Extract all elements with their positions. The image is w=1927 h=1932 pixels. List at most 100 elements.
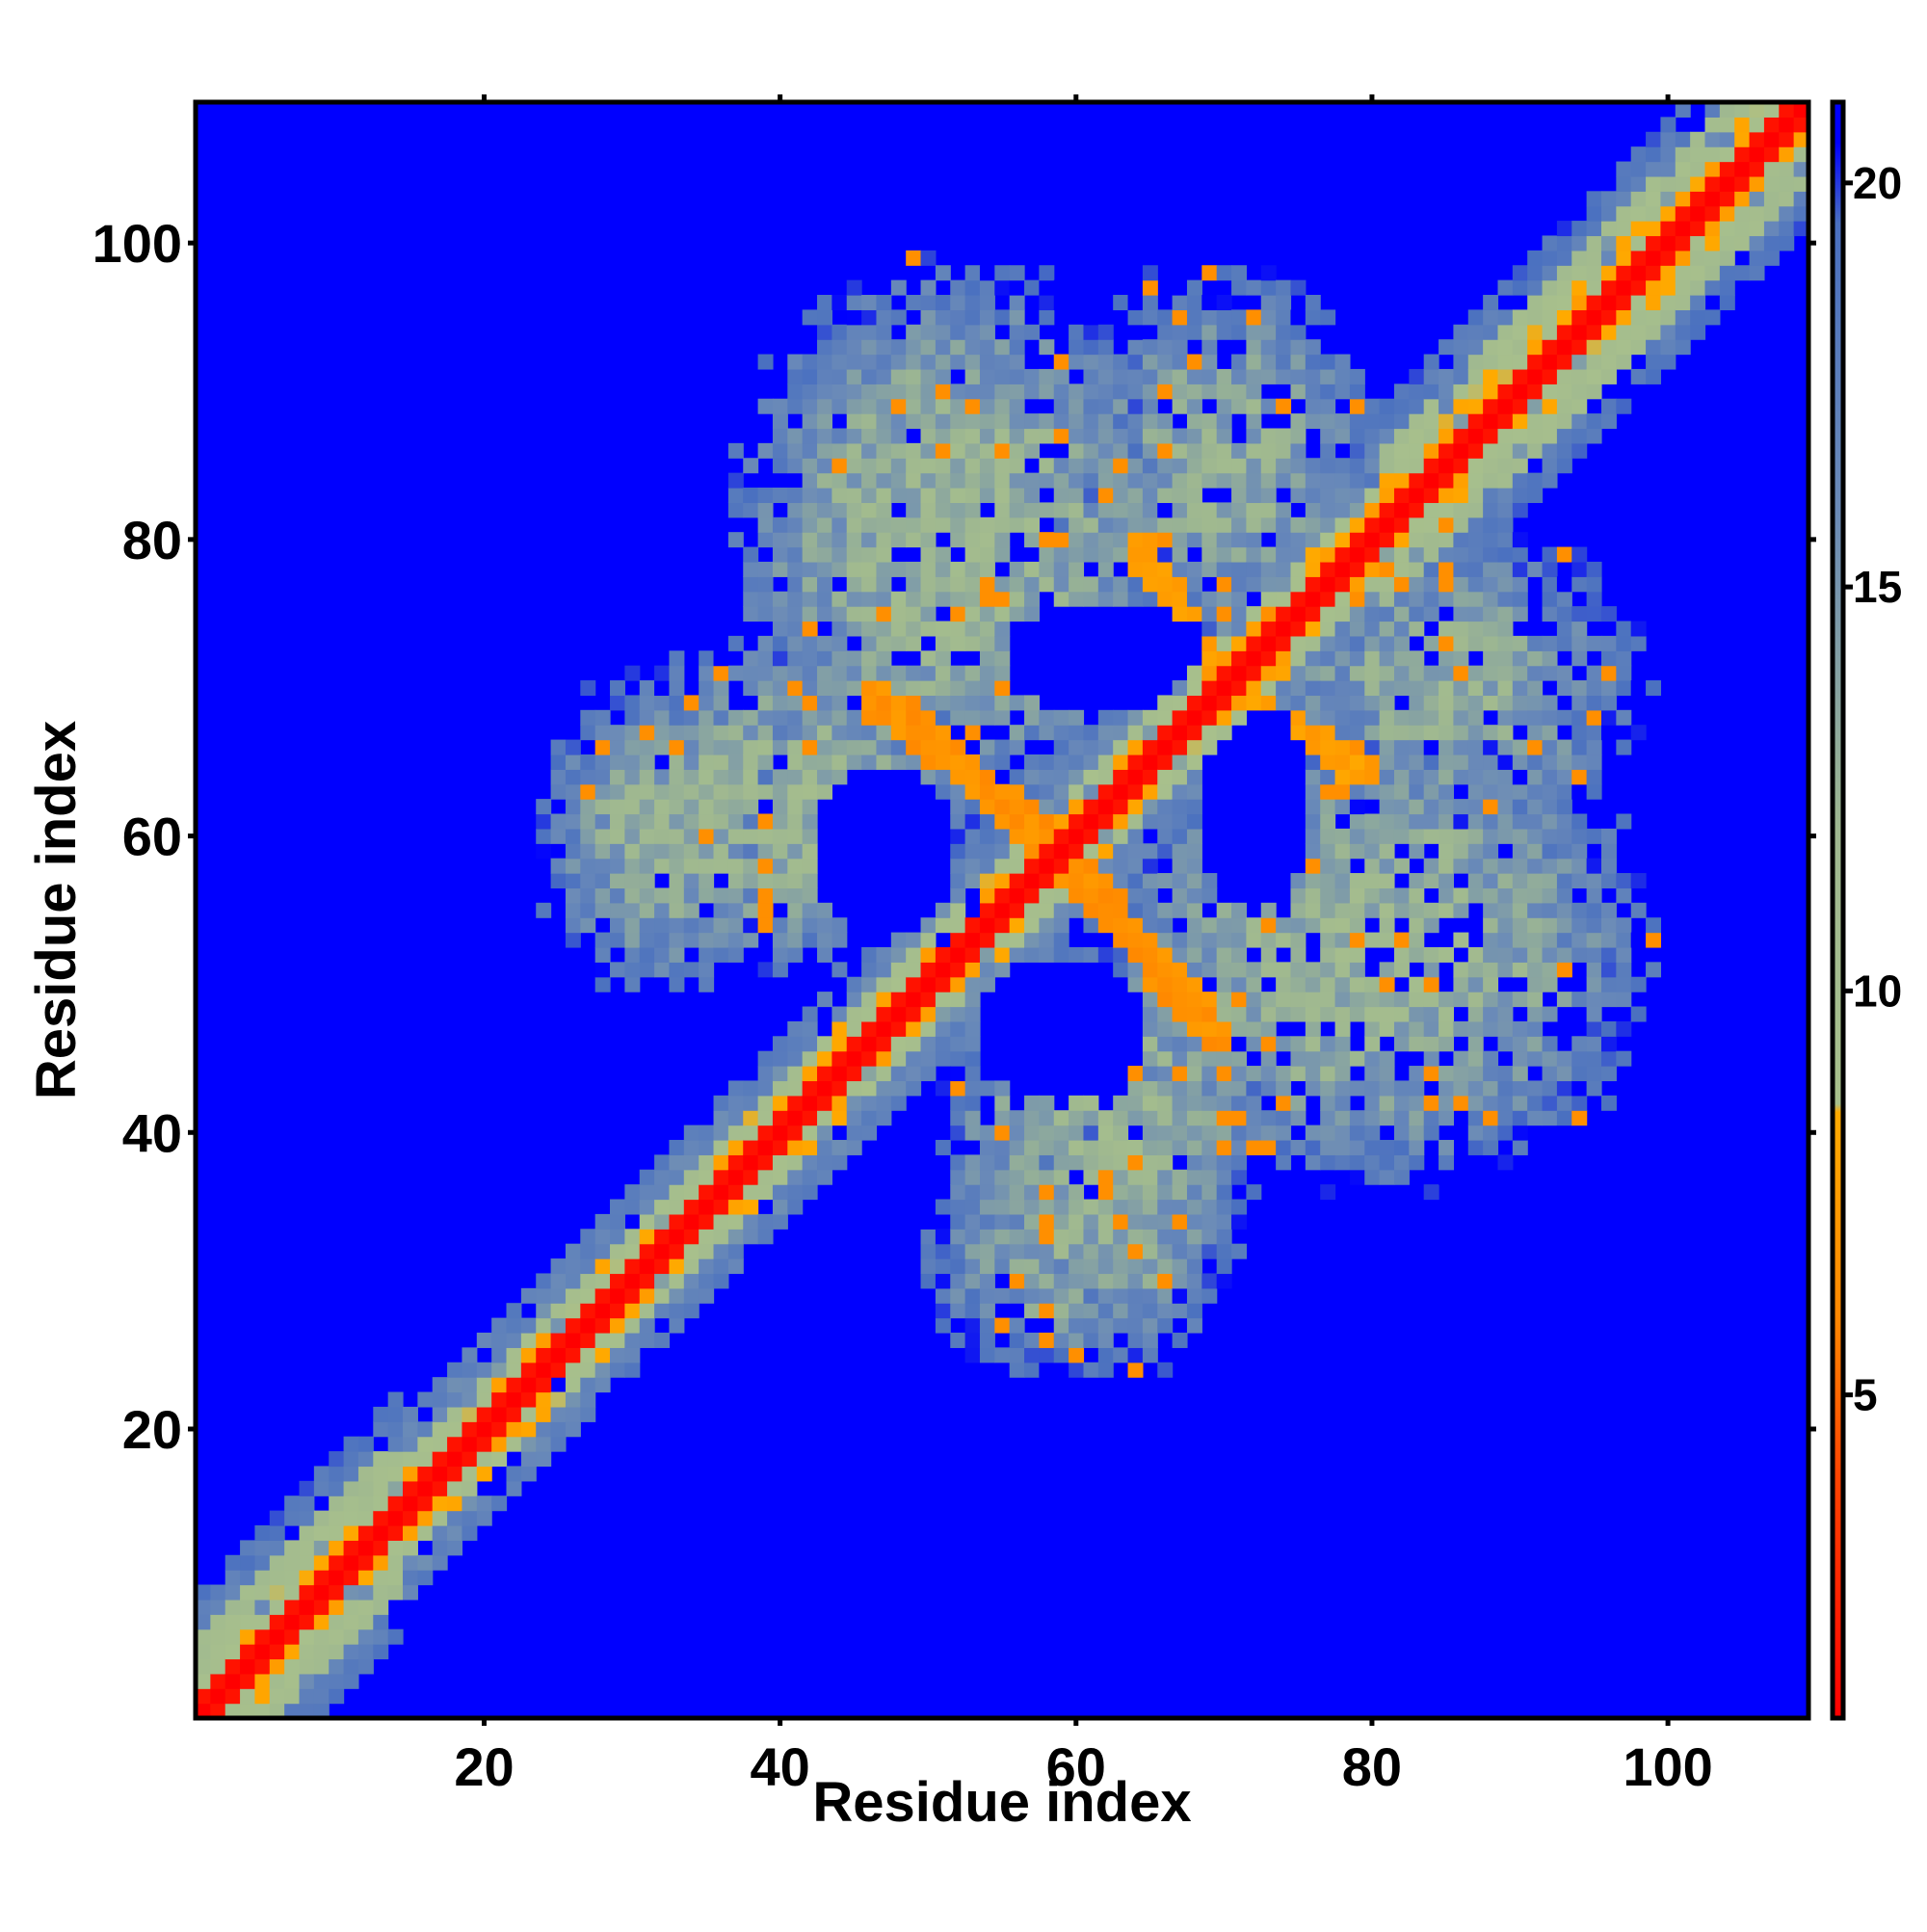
heatmap-cell: [1497, 680, 1514, 697]
heatmap-cell: [1053, 1110, 1069, 1126]
heatmap-cell: [1186, 902, 1202, 918]
heatmap-cell: [964, 1273, 981, 1289]
heatmap-cell: [817, 1169, 832, 1185]
heatmap-cell: [920, 354, 937, 370]
heatmap-cell: [699, 754, 715, 770]
heatmap-cell: [1334, 843, 1351, 860]
heatmap-cell: [1290, 680, 1307, 697]
heatmap-cell: [876, 635, 892, 651]
heatmap-cell: [713, 725, 729, 741]
heatmap-cell: [550, 1317, 567, 1334]
heatmap-cell: [224, 1570, 241, 1586]
heatmap-cell: [1379, 828, 1395, 844]
heatmap-cell: [1039, 309, 1055, 326]
heatmap-cell: [1024, 695, 1040, 711]
heatmap-cell: [994, 442, 1011, 459]
heatmap-cell: [1334, 709, 1351, 726]
heatmap-cell: [669, 976, 685, 992]
heatmap-cell: [1734, 131, 1751, 147]
heatmap-cell: [1467, 695, 1484, 711]
heatmap-cell: [1260, 339, 1277, 356]
heatmap-cell: [802, 739, 818, 755]
heatmap-cell: [520, 1421, 537, 1438]
heatmap-cell: [772, 1110, 788, 1126]
heatmap-cell: [950, 1050, 966, 1067]
heatmap-cell: [979, 946, 995, 963]
heatmap-cell: [520, 1362, 537, 1378]
heatmap-cell: [1142, 532, 1158, 548]
heatmap-cell: [1127, 339, 1144, 356]
heatmap-cell: [802, 873, 818, 889]
heatmap-cell: [787, 368, 804, 384]
heatmap-cell: [994, 1243, 1011, 1259]
heatmap-cell: [462, 1377, 478, 1393]
heatmap-cell: [594, 725, 611, 741]
heatmap-cell: [1083, 725, 1099, 741]
heatmap-cell: [935, 413, 951, 430]
heatmap-cell: [1290, 1095, 1307, 1111]
heatmap-cell: [964, 783, 981, 800]
heatmap-cell: [1172, 398, 1188, 414]
heatmap-cell: [1512, 442, 1528, 459]
heatmap-cell: [624, 1303, 641, 1319]
heatmap-cell: [817, 754, 832, 770]
heatmap-cell: [1527, 976, 1544, 992]
heatmap-cell: [1320, 546, 1336, 563]
heatmap-cell: [1690, 235, 1706, 251]
heatmap-cell: [979, 413, 995, 430]
heatmap-cell: [1127, 976, 1144, 992]
heatmap-cell: [639, 1303, 655, 1319]
heatmap-cell: [1497, 339, 1514, 356]
heatmap-cell: [1571, 932, 1588, 948]
heatmap-cell: [1142, 1050, 1158, 1067]
heatmap-cell: [403, 1451, 418, 1468]
heatmap-cell: [1009, 1125, 1025, 1141]
heatmap-cell: [1127, 1110, 1144, 1126]
heatmap-cell: [1409, 1006, 1425, 1022]
heatmap-cell: [994, 680, 1011, 697]
heatmap-cell: [1142, 887, 1158, 904]
heatmap-cell: [1260, 992, 1277, 1008]
heatmap-cell: [1024, 783, 1040, 800]
heatmap-cell: [1616, 1050, 1632, 1067]
heatmap-cell: [1186, 695, 1202, 711]
heatmap-cell: [1483, 873, 1499, 889]
heatmap-cell: [1483, 932, 1499, 948]
heatmap-cell: [669, 858, 685, 874]
heatmap-cell: [1276, 992, 1292, 1008]
heatmap-cell: [1423, 1036, 1439, 1052]
heatmap-cell: [654, 783, 671, 800]
heatmap-cell: [1527, 665, 1544, 681]
heatmap-cell: [1246, 962, 1262, 978]
heatmap-cell: [1542, 354, 1558, 370]
heatmap-cell: [210, 1703, 226, 1719]
heatmap-cell: [1246, 354, 1262, 370]
heatmap-cell: [1334, 873, 1351, 889]
heatmap-cell: [1453, 813, 1469, 830]
heatmap-cell: [1305, 1020, 1321, 1037]
heatmap-cell: [1157, 754, 1174, 770]
heatmap-cell: [757, 561, 774, 577]
heatmap-cell: [1260, 295, 1277, 310]
heatmap-cell: [269, 1584, 285, 1601]
heatmap-cell: [1157, 1006, 1174, 1022]
heatmap-cell: [876, 576, 892, 593]
heatmap-cell: [329, 1524, 345, 1541]
heatmap-cell: [299, 1628, 315, 1645]
heatmap-cell: [224, 1614, 241, 1630]
heatmap-cell: [1334, 665, 1351, 681]
heatmap-cell: [1290, 488, 1307, 504]
heatmap-cell: [1349, 398, 1365, 414]
heatmap-cell: [950, 502, 966, 518]
heatmap-cell: [1083, 1243, 1099, 1259]
heatmap-cell: [210, 1644, 226, 1660]
heatmap-cell: [920, 709, 937, 726]
heatmap-cell: [1276, 309, 1292, 326]
heatmap-cell: [935, 339, 951, 356]
heatmap-cell: [890, 488, 907, 504]
heatmap-cell: [1439, 576, 1455, 593]
heatmap-cell: [550, 769, 567, 785]
heatmap-cell: [1453, 458, 1469, 474]
heatmap-cell: [1467, 488, 1484, 504]
heatmap-cell: [624, 858, 641, 874]
